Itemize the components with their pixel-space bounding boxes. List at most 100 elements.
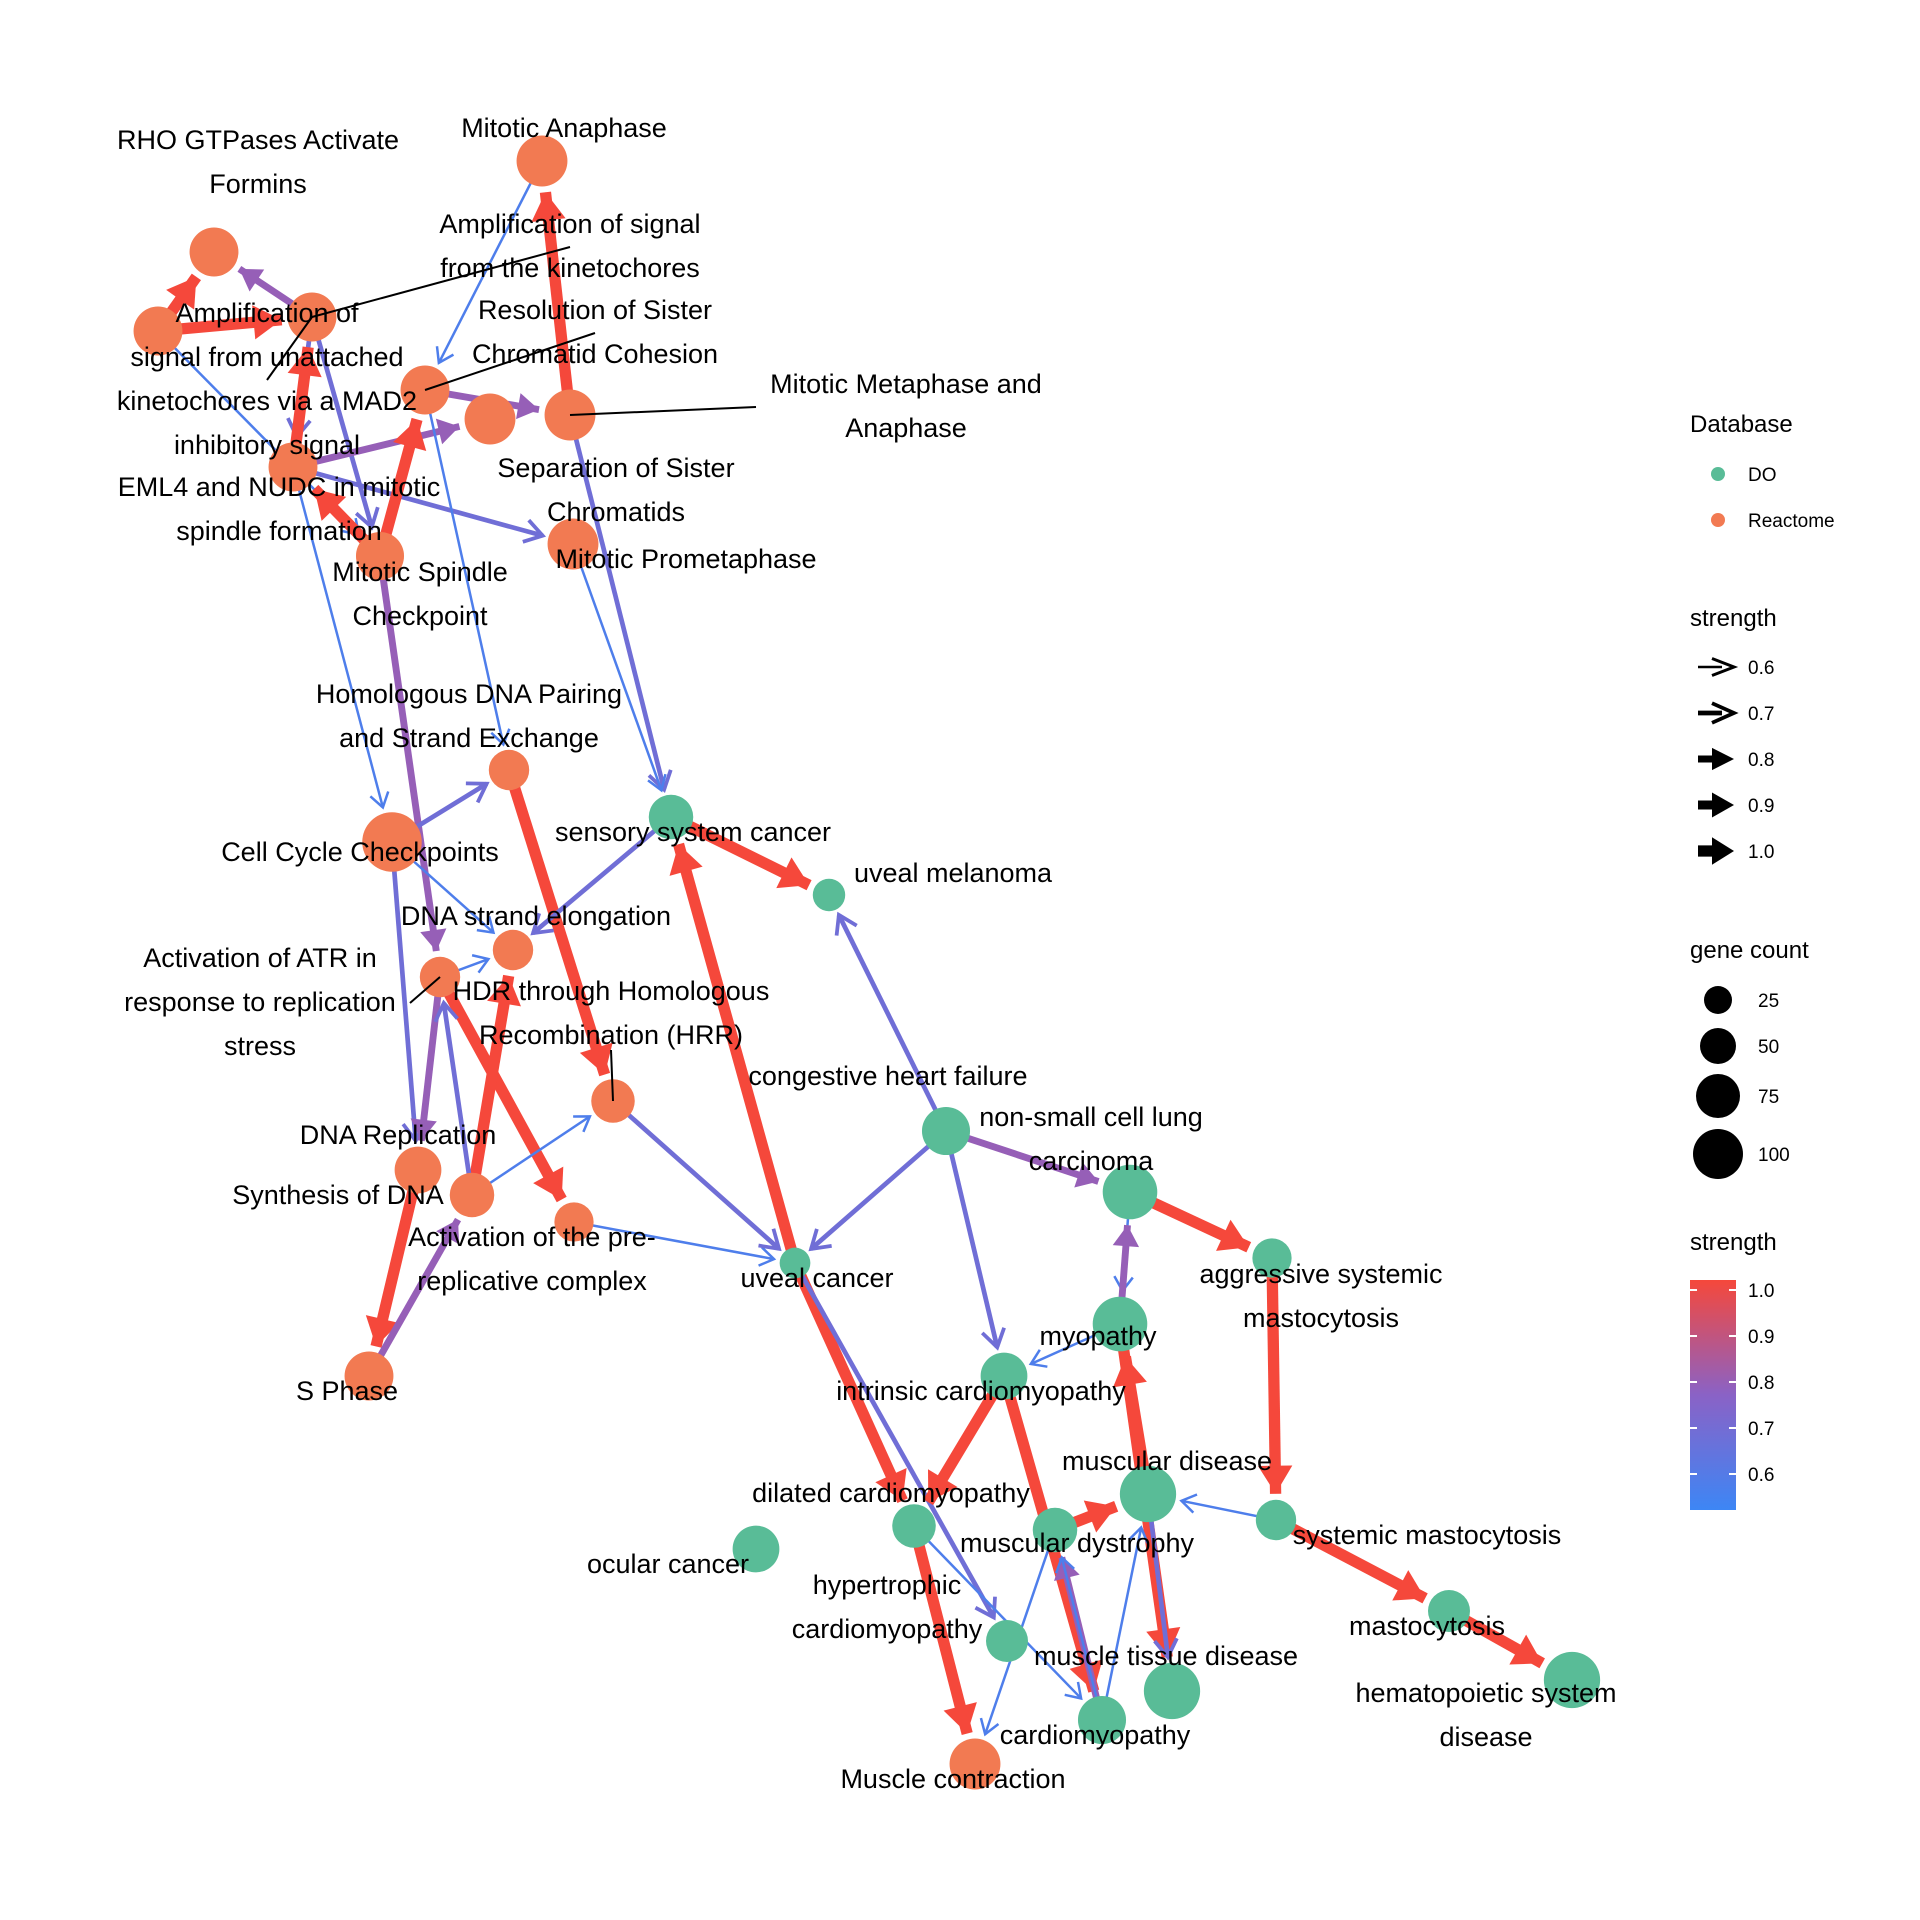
edge-arrowhead [435,418,460,445]
label-leader-amp_unatt [266,316,313,381]
node-myopathy [1092,1296,1148,1352]
edge-uveal_cancer-to-dilated [789,1260,908,1504]
label-leader-act_atr [409,976,441,1004]
edge-arrowhead [166,276,197,310]
node-rho [189,227,239,277]
node-layer [133,135,1601,1790]
edge-synth_dna-to-hdr [471,1115,592,1197]
node-musc_dys [1032,1507,1078,1553]
legend-database-do: DO [1748,465,1777,486]
node-label-line: from the kinetochores [440,253,700,283]
node-mastocytosis [1428,1590,1470,1632]
node-label-muscle_contr: Muscle contraction [840,1764,1065,1794]
node-label-mit_prometa: Mitotic Prometaphase [555,544,816,574]
node-label-line: spindle formation [176,516,382,546]
node-label-line: Mitotic Anaphase [461,113,667,143]
node-cardiomyopathy [1077,1695,1127,1745]
node-label-mit_meta: Mitotic Metaphase and Anaphase [770,369,1042,443]
edge-chf-to-nsclc [944,1127,1100,1188]
node-label-ocular: ocular cancer [587,1549,749,1579]
label-leader-amp_kin [311,246,571,318]
node-label-line: DNA strand elongation [401,901,671,931]
legend-color-strength: strength 1.0 0.9 0.8 0.7 0.6 [1690,1229,1777,1510]
edge-arrowhead [1216,1219,1249,1251]
edge-line [466,974,515,1196]
edge-line [913,1525,1083,1700]
node-ocular [732,1525,780,1573]
legend-size-dot-100 [1693,1129,1743,1179]
edge-arrowhead [435,346,455,365]
edge-arrowhead [410,1118,437,1141]
edge-line [370,1168,424,1348]
edge-eml4-to-sep_sister [292,418,461,471]
legend-arrow-glyph-2 [1698,747,1734,771]
edge-arrowhead [1392,1570,1426,1601]
edge-line [437,160,544,364]
node-label-hdr: HDR through Homologous Recombination (HRR… [453,976,770,1050]
legend-gene-count: gene count 25 50 75 100 [1690,937,1809,1179]
edge-arrowhead [1113,1356,1147,1388]
legend-dot-reactome [1711,513,1725,527]
legend-size-label-50: 50 [1758,1037,1779,1058]
node-label-dilated: dilated cardiomyopathy [752,1478,1030,1508]
edge-arrowhead [647,769,673,793]
edge-arrowhead [1146,1626,1181,1658]
node-nsclc [1102,1164,1158,1220]
edge-arrowhead [979,1717,1000,1737]
node-dna_strand [492,929,534,971]
legend-size-label-100: 100 [1758,1145,1790,1166]
node-uveal_mel [812,878,846,912]
node-label-line: muscular disease [1062,1446,1272,1476]
edge-arrowhead [980,1327,1006,1351]
edge-arrowhead [1028,1349,1048,1368]
node-label-line: replicative complex [417,1266,647,1296]
legend-size-label-75: 75 [1758,1087,1779,1108]
node-label-line: cardiomyopathy [1000,1720,1191,1750]
edge-arrowhead [1153,1637,1179,1661]
edge-cell_cycle-to-dna_rep [389,841,428,1145]
node-mit_prometa [547,518,599,570]
node-label-line: Activation of the pre- [408,1222,656,1252]
edge-chf-to-intrinsic [943,1130,1006,1351]
node-act_pre [554,1202,594,1242]
edge-mit_meta-to-sensory [567,414,673,793]
node-label-line: mastocytosis [1349,1611,1505,1641]
node-dilated [892,1504,936,1548]
node-label-mit_spindle: Mitotic Spindle Checkpoint [332,557,508,631]
edge-arrowhead [1179,1493,1198,1514]
node-label-line: sensory system cancer [555,817,831,847]
edge-line [471,1115,591,1197]
edge-cardiomyopathy-to-musc_dys [1054,1555,1104,1721]
node-amp_unatt [133,306,183,356]
node-label-line: Amplification of [175,298,359,328]
node-label-line: Muscle contraction [840,1764,1065,1794]
node-label-dna_rep: DNA Replication [300,1120,497,1150]
node-label-line: muscular dystrophy [960,1528,1195,1558]
legend-database-reactome: Reactome [1748,511,1835,532]
edge-arrowhead [393,419,427,451]
node-label-intrinsic: intrinsic cardiomyopathy [836,1376,1126,1406]
legend-dot-do [1711,467,1725,481]
edge-arrowhead [433,999,459,1023]
legend-arrow-label-4: 1.0 [1748,842,1774,863]
node-label-line: Mitotic Metaphase and [770,369,1042,399]
edge-eml4-to-cell_cycle [291,466,390,810]
node-label-line: systemic mastocytosis [1293,1520,1562,1550]
node-label-myopathy: myopathy [1039,1321,1157,1351]
edge-arrowhead [465,781,490,804]
legend-arrow-glyph-4 [1698,837,1734,865]
edge-arrowhead [647,773,667,793]
legend: Database DO Reactome strength 0.6 0.7 0.… [1690,411,1835,1510]
edge-arrowhead [1112,1225,1140,1248]
node-uveal_cancer [779,1247,811,1279]
node-label-amp_unatt: Amplification of signal from unattached ki… [117,298,417,460]
edge-line [503,768,611,1077]
node-label-line: and Strand Exchange [339,723,599,753]
edge-line [435,974,567,1203]
node-label-line: myopathy [1039,1321,1157,1351]
edge-arrowhead [776,857,810,889]
edge-act_atr-to-act_pre [435,974,567,1203]
node-label-line: Resolution of Sister [478,295,712,325]
edge-arrowhead [1258,1465,1293,1494]
